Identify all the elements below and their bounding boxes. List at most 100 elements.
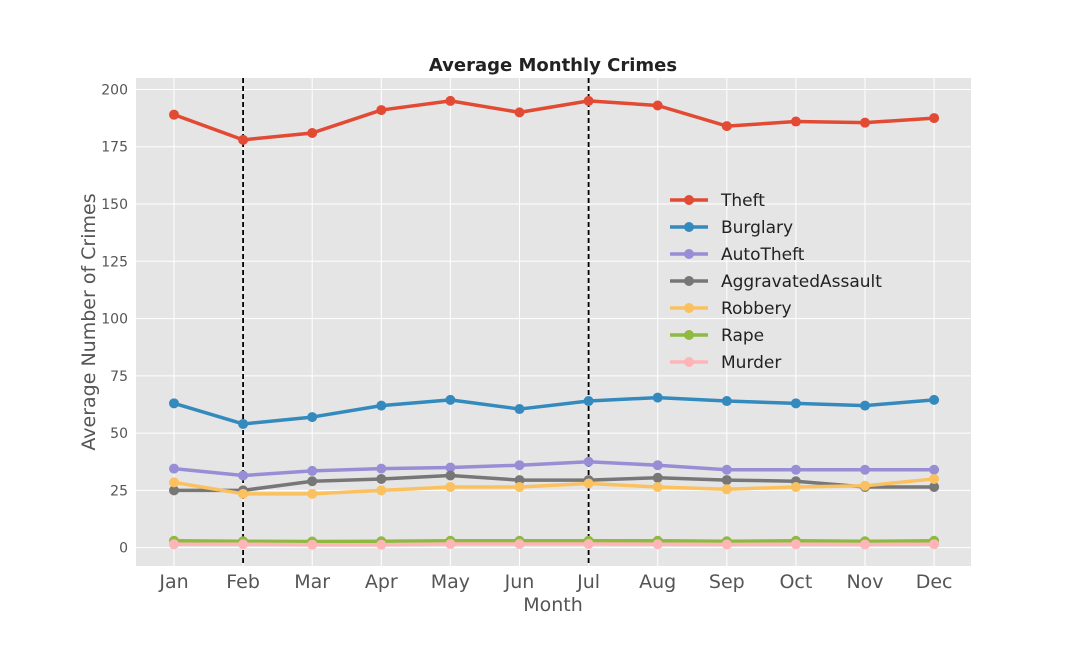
legend-label-aggravatedassault: AggravatedAssault [721,272,882,292]
data-point-murder [238,539,249,550]
data-point-murder [376,539,387,550]
y-tick-label: 100 [101,312,128,328]
data-point-aggravatedassault [514,475,525,486]
data-point-aggravatedassault [307,476,318,487]
y-axis-label: Average Number of Crimes [78,193,100,450]
data-point-autotheft [929,464,940,475]
y-tick-label: 50 [110,426,128,442]
data-point-robbery [583,478,594,489]
data-point-theft [514,107,525,118]
x-tick-label: Apr [365,571,398,593]
data-point-aggravatedassault [652,472,663,483]
data-point-autotheft [652,460,663,471]
data-point-theft [376,105,387,116]
data-point-theft [929,113,940,124]
data-point-theft [790,116,801,127]
legend-marker-aggravatedassault [684,276,694,286]
x-tick-label: Nov [846,571,883,593]
data-point-burglary [790,398,801,409]
data-point-murder [721,539,732,550]
x-tick-label: Jun [504,571,535,593]
data-point-autotheft [790,464,801,475]
series-line-burglary [173,395,935,426]
data-point-robbery [307,488,318,499]
data-point-robbery [238,488,249,499]
data-point-burglary [445,394,456,405]
y-tick-label: 200 [101,82,128,98]
data-point-burglary [583,396,594,407]
data-point-robbery [860,480,870,491]
data-point-burglary [307,412,318,423]
data-point-robbery [445,481,456,492]
data-point-burglary [514,404,525,415]
y-tick-labels: 0 25 50 75 100 125 150 175 200 [101,82,128,556]
x-tick-label: Feb [226,571,260,593]
data-point-aggravatedassault [169,485,179,496]
series-line-murder [174,542,935,547]
x-tick-label: Mar [294,571,330,593]
legend-marker-murder [684,357,694,367]
legend-label-burglary: Burglary [721,218,793,238]
legend: Theft Burglary AutoTheft AggravatedAssault R… [670,191,882,373]
data-point-autotheft [169,463,179,474]
data-point-robbery [790,481,801,492]
vline-layer [242,78,590,566]
data-point-autotheft [307,465,318,476]
data-point-robbery [721,484,732,495]
legend-label-murder: Murder [721,353,781,373]
data-point-autotheft [238,470,249,481]
legend-label-rape: Rape [721,326,764,346]
data-point-robbery [929,473,940,484]
legend-marker-rape [684,330,694,340]
y-tick-label: 150 [101,197,128,213]
data-point-murder [514,539,525,550]
data-point-burglary [929,394,940,405]
series-line-autotheft [173,460,935,478]
legend-label-robbery: Robbery [721,299,792,319]
data-point-theft [169,109,179,120]
legend-label-autotheft: AutoTheft [721,245,805,265]
legend-marker-theft [684,195,694,205]
data-point-theft [307,127,318,138]
data-point-murder [860,539,870,550]
y-tick-label: 0 [119,541,128,557]
data-point-aggravatedassault [929,481,940,492]
data-point-aggravatedassault [445,470,456,481]
x-tick-label: May [431,571,470,593]
series-line-robbery [173,477,935,496]
x-tick-label: Sep [709,571,745,593]
data-point-theft [583,95,594,106]
data-point-theft [652,100,663,111]
y-tick-label: 125 [101,254,128,270]
data-point-autotheft [721,464,732,475]
data-point-autotheft [445,462,456,473]
legend-marker-burglary [684,222,694,232]
x-tick-label: Oct [779,571,812,593]
series-line-aggravatedassault [174,473,935,493]
x-tick-label: Jul [576,571,600,593]
y-tick-label: 75 [110,369,128,385]
legend-marker-robbery [684,303,694,313]
data-point-burglary [721,396,732,407]
data-point-murder [583,539,594,550]
data-point-robbery [514,481,525,492]
data-point-burglary [376,400,387,411]
data-point-murder [169,539,179,550]
data-point-burglary [860,400,870,411]
x-tick-label: Dec [916,571,953,593]
data-point-robbery [169,477,179,488]
data-point-murder [652,539,663,550]
data-point-autotheft [376,463,387,474]
data-point-aggravatedassault [376,473,387,484]
data-point-murder [307,539,318,550]
data-point-theft [721,121,732,132]
series-line-rape [173,539,935,544]
x-tick-label: Jan [158,571,188,593]
data-point-autotheft [583,456,594,467]
y-tick-label: 175 [101,140,128,156]
data-point-burglary [238,418,249,429]
data-point-autotheft [860,464,870,475]
data-point-robbery [652,481,663,492]
